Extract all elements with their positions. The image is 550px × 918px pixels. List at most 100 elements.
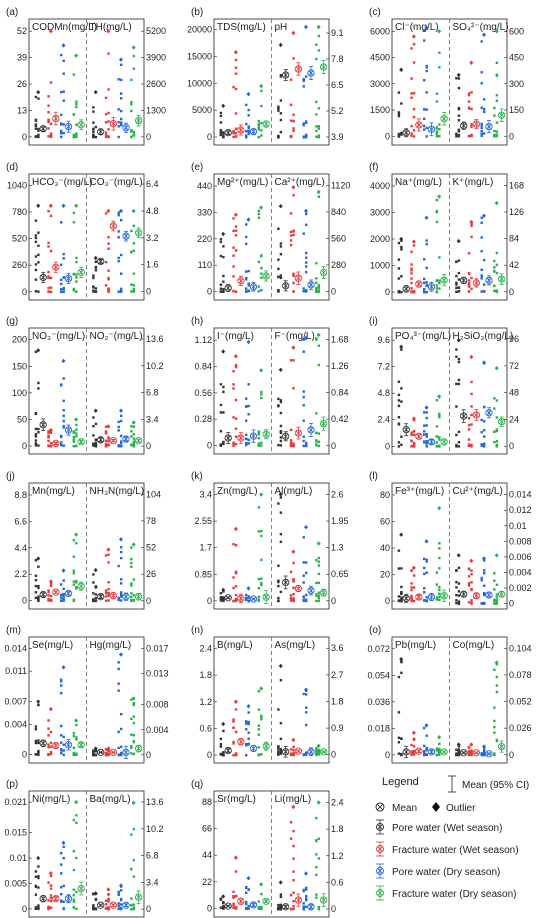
- data-point: [34, 739, 38, 743]
- data-point: [438, 256, 441, 259]
- y-tick-label-left: 0.018: [367, 723, 390, 733]
- data-point: [493, 129, 496, 133]
- data-point: [222, 132, 225, 135]
- outlier-point: [494, 553, 499, 558]
- mean-marker-cross: [225, 595, 231, 601]
- mean-marker: [472, 411, 480, 419]
- mean-marker: [109, 592, 118, 600]
- outlier-point: [278, 204, 283, 209]
- data-point: [305, 288, 308, 292]
- data-point: [495, 133, 499, 136]
- data-point: [62, 444, 65, 447]
- left-variable-label: PO₄³⁻(mg/L): [395, 331, 451, 342]
- data-point: [423, 290, 426, 294]
- data-point: [480, 132, 483, 136]
- data-point: [289, 893, 293, 897]
- data-point: [315, 129, 318, 133]
- y-tick-label-right: 2600: [146, 79, 166, 89]
- data-point: [34, 753, 38, 756]
- data-point: [480, 753, 483, 757]
- data-point: [47, 127, 50, 130]
- outlier-point: [246, 91, 251, 97]
- data-point: [107, 561, 110, 564]
- data-point: [92, 573, 95, 576]
- mean-marker: [97, 436, 105, 444]
- y-tick-label-left: 0: [207, 441, 212, 451]
- mean-marker-cross: [136, 230, 142, 236]
- data-point: [72, 440, 76, 443]
- y-tick-label-left: 0.054: [367, 670, 390, 680]
- outlier-point: [494, 200, 499, 206]
- data-point: [234, 544, 238, 547]
- data-point: [467, 746, 471, 749]
- left-variable-label: NO₃⁻(mg/L): [32, 331, 85, 342]
- data-point: [412, 135, 416, 138]
- data-point: [292, 593, 295, 596]
- data-point: [302, 122, 305, 125]
- data-point: [75, 423, 78, 427]
- data-point: [245, 597, 248, 600]
- mean-marker: [122, 435, 130, 443]
- y-tick-label-left: 4.4: [14, 543, 27, 553]
- data-point: [62, 598, 65, 601]
- data-point: [34, 433, 38, 436]
- mean-marker: [472, 279, 480, 287]
- data-point: [222, 754, 225, 757]
- data-point: [483, 753, 486, 757]
- mean-marker: [307, 903, 315, 911]
- data-point: [234, 234, 238, 237]
- data-point: [292, 844, 295, 848]
- data-point: [317, 591, 321, 594]
- data-point: [72, 287, 76, 291]
- data-point: [260, 907, 263, 910]
- data-point: [470, 287, 473, 290]
- data-point: [60, 751, 63, 755]
- data-point: [302, 905, 305, 908]
- data-point: [94, 907, 98, 910]
- outlier-point: [494, 660, 499, 665]
- mean-marker-cross: [251, 129, 256, 135]
- data-point: [397, 404, 401, 408]
- data-point: [279, 444, 283, 447]
- data-point: [292, 745, 295, 749]
- data-point: [104, 284, 108, 287]
- data-point: [397, 258, 401, 261]
- y-tick-label-left: 15000: [187, 52, 212, 62]
- mean-marker-cross: [53, 264, 59, 270]
- data-point: [277, 753, 280, 756]
- data-point: [279, 540, 283, 544]
- mean-marker-cross: [110, 438, 116, 444]
- data-point: [232, 740, 235, 744]
- mean-marker: [319, 268, 328, 277]
- data-point: [49, 874, 53, 878]
- y-tick-label-right: 6.4: [146, 179, 159, 189]
- data-point: [292, 387, 295, 390]
- y-tick-label-left: 1.8: [199, 670, 212, 680]
- outlier-point: [106, 208, 111, 214]
- data-point: [132, 599, 136, 602]
- data-point: [315, 559, 318, 562]
- data-point: [292, 359, 295, 362]
- mean-marker-cross: [53, 896, 59, 902]
- data-point: [455, 443, 458, 447]
- outlier-point: [456, 72, 461, 78]
- data-point: [302, 395, 305, 399]
- data-point: [495, 263, 499, 267]
- data-point: [120, 92, 123, 95]
- data-point: [60, 129, 63, 133]
- y-tick-label-right: 52: [146, 543, 156, 553]
- data-point: [435, 445, 439, 448]
- data-point: [455, 281, 458, 284]
- data-point: [457, 286, 461, 289]
- data-point: [438, 123, 441, 126]
- mean-marker: [97, 257, 105, 266]
- data-point: [317, 289, 321, 292]
- data-point: [47, 598, 50, 601]
- data-point: [400, 671, 403, 675]
- y-tick-label-right: 0: [331, 750, 336, 760]
- panel-label: (m): [6, 625, 21, 636]
- data-point: [315, 581, 318, 585]
- legend-title: Legend: [382, 776, 419, 788]
- outlier-point: [259, 492, 264, 497]
- data-point: [120, 593, 123, 597]
